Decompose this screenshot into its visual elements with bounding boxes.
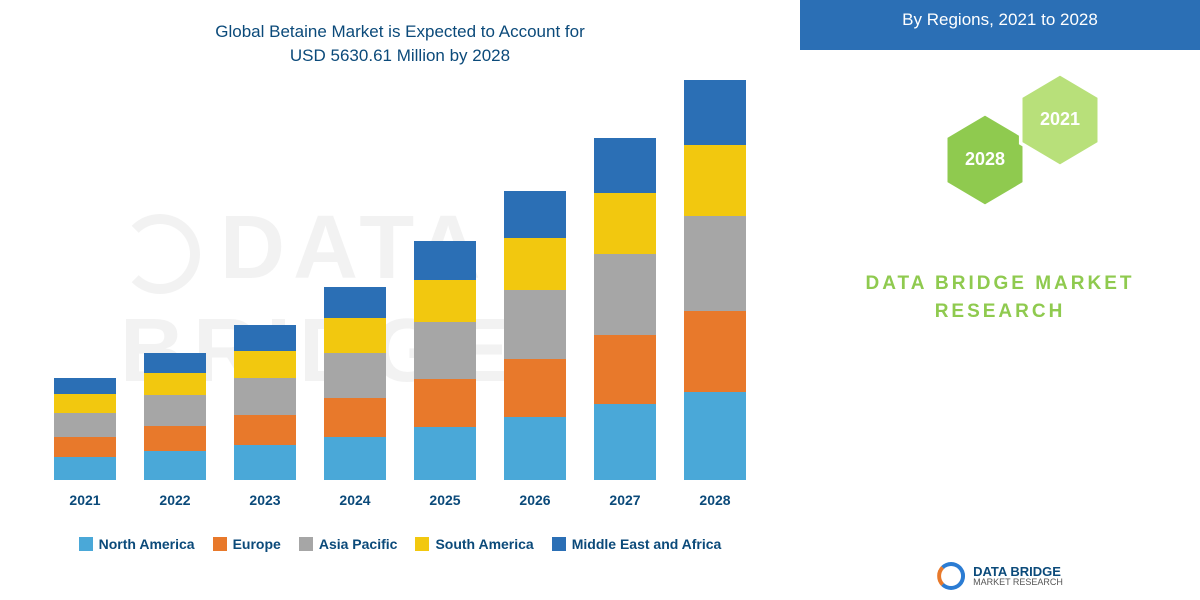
bar-segment: [324, 287, 386, 318]
brand-text: DATA BRIDGE MARKET RESEARCH: [800, 270, 1200, 327]
bar-segment: [324, 318, 386, 353]
right-panel: By Regions, 2021 to 2028 2028 2021 DATA …: [800, 0, 1200, 600]
bar-group: 2027: [590, 138, 660, 508]
brand-line2: RESEARCH: [935, 301, 1066, 322]
legend-item: North America: [79, 536, 195, 552]
footer-logo-icon: [937, 562, 965, 590]
chart-area: 2021 2022 2023 2024 2025 2026 2027 2028: [30, 88, 770, 508]
year-label: 2025: [429, 492, 460, 508]
legend-item: South America: [415, 536, 533, 552]
bar-segment: [504, 238, 566, 290]
bar-segment: [234, 325, 296, 350]
chart-title-line1: Global Betaine Market is Expected to Acc…: [215, 22, 584, 41]
bar-segment: [54, 378, 116, 394]
legend-label: North America: [99, 536, 195, 552]
legend-item: Middle East and Africa: [552, 536, 722, 552]
bar-group: 2023: [230, 325, 300, 507]
bar-segment: [414, 280, 476, 323]
bar-segment: [324, 398, 386, 437]
bar-segment: [684, 392, 746, 479]
bar-stack: [414, 241, 476, 480]
bar-segment: [324, 353, 386, 399]
chart-title: Global Betaine Market is Expected to Acc…: [30, 20, 770, 68]
brand-line1: DATA BRIDGE MARKET: [866, 273, 1135, 294]
bar-segment: [234, 445, 296, 480]
bar-segment: [594, 193, 656, 254]
bar-segment: [54, 437, 116, 457]
year-label: 2022: [159, 492, 190, 508]
year-label: 2028: [699, 492, 730, 508]
bar-group: 2021: [50, 378, 120, 507]
bar-segment: [684, 311, 746, 392]
legend-swatch-icon: [552, 537, 566, 551]
year-label: 2021: [69, 492, 100, 508]
bar-segment: [684, 216, 746, 311]
bar-segment: [144, 451, 206, 479]
bar-group: 2028: [680, 80, 750, 508]
chart-title-line2: USD 5630.61 Million by 2028: [290, 46, 510, 65]
footer-sub: MARKET RESEARCH: [973, 578, 1063, 587]
bar-group: 2025: [410, 241, 480, 508]
bar-segment: [594, 335, 656, 404]
bar-segment: [324, 437, 386, 480]
legend-label: Middle East and Africa: [572, 536, 722, 552]
bar-stack: [594, 138, 656, 480]
year-label: 2027: [609, 492, 640, 508]
bar-stack: [324, 287, 386, 480]
bar-segment: [594, 138, 656, 194]
footer-logo: DATA BRIDGE MARKET RESEARCH: [937, 562, 1063, 590]
hex-2028-label: 2028: [965, 149, 1005, 170]
top-banner: By Regions, 2021 to 2028: [800, 0, 1200, 50]
banner-text: By Regions, 2021 to 2028: [902, 10, 1098, 29]
legend-label: South America: [435, 536, 533, 552]
bar-segment: [414, 379, 476, 427]
legend-swatch-icon: [415, 537, 429, 551]
bar-segment: [144, 373, 206, 395]
footer-logo-text: DATA BRIDGE MARKET RESEARCH: [973, 565, 1063, 587]
bar-segment: [234, 351, 296, 378]
bar-stack: [684, 80, 746, 480]
bar-segment: [54, 394, 116, 412]
bar-segment: [414, 427, 476, 480]
hex-2021: 2021: [1015, 70, 1105, 170]
bar-stack: [504, 191, 566, 479]
bar-segment: [594, 254, 656, 335]
bar-segment: [594, 404, 656, 479]
bar-segment: [684, 145, 746, 216]
chart-panel: Global Betaine Market is Expected to Acc…: [0, 0, 800, 600]
bar-segment: [504, 290, 566, 359]
legend-item: Asia Pacific: [299, 536, 398, 552]
legend-label: Europe: [233, 536, 281, 552]
bar-segment: [144, 395, 206, 425]
legend-swatch-icon: [299, 537, 313, 551]
hex-container: 2028 2021: [800, 70, 1200, 230]
bar-stack: [144, 353, 206, 480]
bar-group: 2024: [320, 287, 390, 508]
bar-segment: [234, 378, 296, 415]
bar-group: 2026: [500, 191, 570, 507]
bar-stack: [234, 325, 296, 479]
year-label: 2026: [519, 492, 550, 508]
bar-segment: [54, 413, 116, 437]
hex-2021-label: 2021: [1040, 109, 1080, 130]
bar-group: 2022: [140, 353, 210, 508]
bar-segment: [234, 415, 296, 445]
bar-segment: [414, 322, 476, 379]
bar-segment: [414, 241, 476, 280]
bar-segment: [504, 359, 566, 417]
bar-segment: [144, 426, 206, 451]
year-label: 2023: [249, 492, 280, 508]
bar-segment: [684, 80, 746, 145]
bar-segment: [504, 417, 566, 480]
bar-stack: [54, 378, 116, 479]
bar-segment: [54, 457, 116, 479]
legend-item: Europe: [213, 536, 281, 552]
legend-label: Asia Pacific: [319, 536, 398, 552]
chart-legend: North America Europe Asia Pacific South Ame…: [30, 536, 770, 552]
legend-swatch-icon: [79, 537, 93, 551]
bar-segment: [504, 191, 566, 238]
legend-swatch-icon: [213, 537, 227, 551]
bar-segment: [144, 353, 206, 373]
year-label: 2024: [339, 492, 370, 508]
